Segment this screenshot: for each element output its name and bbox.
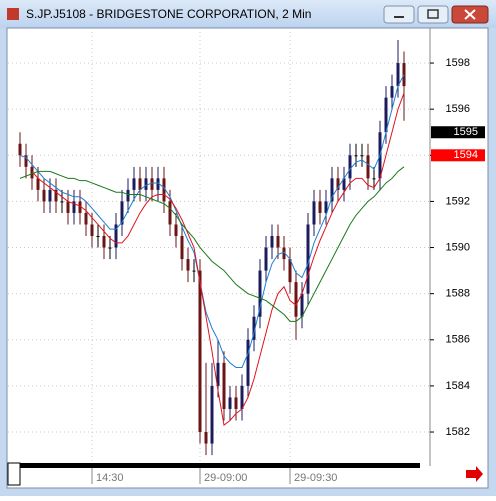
candle-body	[342, 178, 346, 190]
candle-body	[294, 282, 298, 317]
y-tick-label: 1590	[446, 241, 470, 253]
candle-body	[312, 201, 316, 225]
scroll-handle[interactable]	[7, 462, 21, 486]
candle-body	[48, 189, 52, 202]
moving-average-line	[19, 166, 405, 322]
y-tick-label: 1586	[446, 334, 470, 346]
candle-body	[204, 432, 208, 444]
candle-body	[234, 397, 238, 409]
minimize-button[interactable]	[383, 5, 415, 24]
candle-body	[276, 236, 280, 248]
candle-body	[258, 270, 262, 317]
candle-body	[60, 201, 64, 203]
scroll-right-arrow[interactable]	[466, 466, 483, 482]
x-tick-label: 29-09:30	[294, 472, 337, 484]
candle-body	[162, 178, 166, 202]
candle-body	[84, 212, 88, 225]
candle-body	[108, 247, 112, 249]
candle-body	[90, 224, 94, 237]
candle-body	[174, 224, 178, 237]
candle-body	[282, 247, 286, 260]
window-icon	[7, 8, 19, 20]
price-label: 1594	[454, 149, 478, 161]
candle-body	[288, 259, 292, 283]
candle-body	[330, 178, 334, 202]
y-tick-label: 1584	[446, 380, 470, 392]
candle-body	[186, 259, 190, 271]
maximize-button[interactable]	[417, 5, 449, 24]
candle-body	[246, 339, 250, 386]
close-icon	[464, 9, 476, 20]
candle-body	[132, 178, 136, 190]
candle-body	[210, 385, 214, 444]
candle-body	[156, 178, 160, 190]
price-label-box	[431, 149, 485, 162]
candle-body	[264, 247, 268, 271]
candle-body	[30, 166, 34, 179]
candle-body	[252, 316, 256, 340]
y-tick-label: 1588	[446, 288, 470, 300]
y-tick-label: 1596	[446, 103, 470, 115]
candle-body	[396, 63, 400, 87]
candle-body	[102, 236, 106, 248]
candle-body	[138, 178, 142, 190]
candle-body	[354, 155, 358, 157]
candle-body	[384, 97, 388, 133]
candle-body	[180, 236, 184, 260]
candle-body	[18, 143, 22, 156]
chart-area	[6, 27, 489, 489]
candle-body	[120, 201, 124, 225]
candle-body	[336, 178, 340, 190]
candle-body	[366, 155, 370, 179]
candle-body	[78, 201, 82, 213]
candle-body	[372, 178, 376, 180]
candle-body	[216, 362, 220, 386]
candle-body	[348, 155, 352, 179]
candle-body	[168, 201, 172, 225]
candle-body	[24, 155, 28, 167]
maximize-icon	[427, 9, 439, 19]
candle-body	[96, 236, 100, 238]
candle-body	[150, 178, 154, 190]
price-label-box	[431, 126, 485, 139]
candle-body	[324, 201, 328, 213]
candle-body	[306, 224, 310, 294]
candle-body	[192, 270, 196, 272]
candle-body	[42, 189, 46, 202]
candle-body	[270, 236, 274, 248]
y-tick-label: 1592	[446, 195, 470, 207]
candle-body	[144, 178, 148, 190]
candle-body	[390, 86, 394, 98]
time-scrollbar[interactable]	[8, 463, 420, 468]
candle-body	[36, 178, 40, 190]
candle-body	[114, 224, 118, 248]
candle-body	[126, 189, 130, 202]
y-tick-label: 1598	[446, 57, 470, 69]
price-label: 1595	[454, 126, 478, 138]
x-tick-label: 29-09:00	[204, 472, 247, 484]
candle-body	[228, 397, 232, 409]
moving-average-line	[19, 74, 405, 368]
candle-body	[72, 201, 76, 213]
candle-body	[318, 201, 322, 213]
candle-body	[360, 155, 364, 157]
moving-average-line	[31, 92, 405, 427]
candle-body	[240, 385, 244, 409]
candle-body	[66, 201, 70, 213]
candle-body	[300, 293, 304, 317]
y-tick-label: 1582	[446, 426, 470, 438]
candle-body	[222, 362, 226, 409]
candle-body	[402, 63, 406, 87]
x-tick-label: 14:30	[96, 472, 124, 484]
candle-body	[198, 270, 202, 433]
plot: 1582 1584 1586 1588 1590 1592 1594 1596 1598 14:3…	[8, 28, 485, 484]
candle-body	[54, 189, 58, 202]
window-title: S.JP.J5108 - BRIDGESTONE CORPORATION, 2 …	[26, 7, 311, 21]
